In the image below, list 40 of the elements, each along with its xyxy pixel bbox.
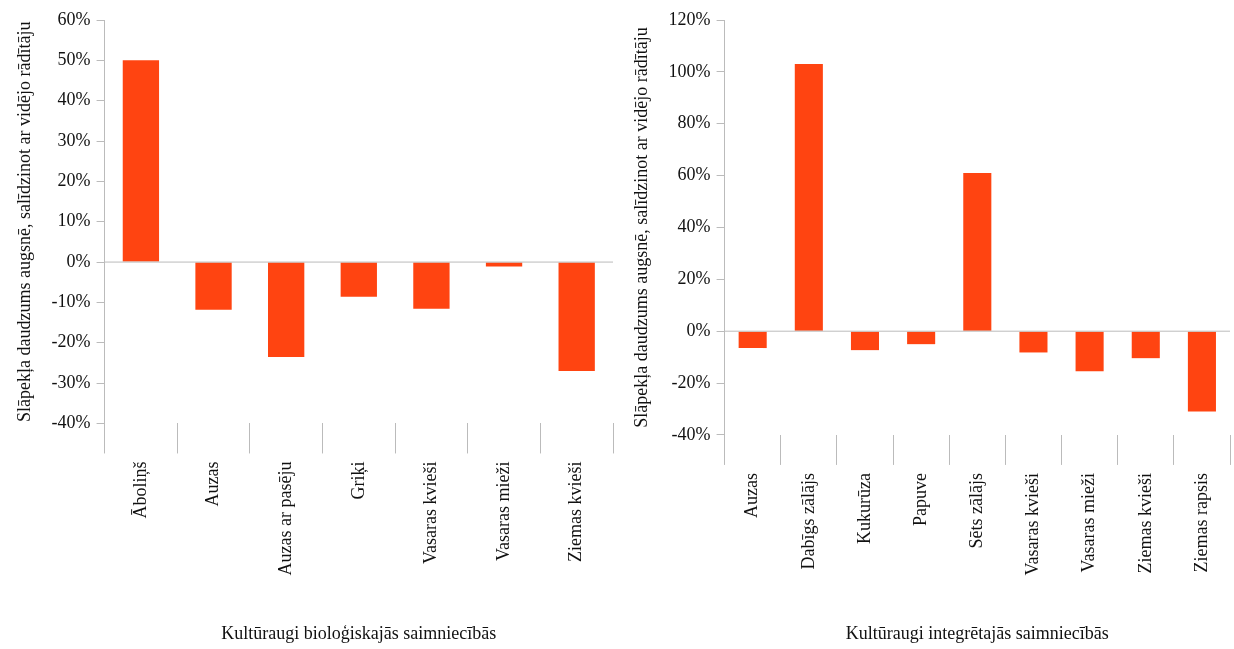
y-tick-label: 10% (57, 210, 91, 231)
y-tick-label: 30% (57, 129, 91, 150)
y-tick-label: 60% (677, 164, 711, 185)
y-axis-title: Slāpekļa daudzums augsnē, salīdzinot ar vidējo rādītāju (13, 21, 34, 422)
y-tick-label: 20% (57, 170, 91, 191)
x-tick-label: Āboliņš (129, 461, 150, 519)
x-axis-title: Kultūraugi integrētajās saimniecībās (845, 622, 1109, 643)
x-tick-label: Auzas (202, 461, 223, 507)
x-tick-label: Vasaras kvieši (420, 461, 441, 564)
x-tick-label: Papuve (909, 472, 930, 526)
y-tick-label: 50% (57, 49, 91, 70)
x-tick-label: Griķi (347, 461, 368, 500)
y-tick-label: 60% (57, 8, 91, 29)
y-tick-label: -40% (671, 423, 711, 444)
y-tick-label: 40% (677, 216, 711, 237)
x-tick-label: Vasaras mieži (1078, 472, 1099, 573)
x-tick-label: Auzas ar pasēju (274, 461, 295, 576)
y-tick-label: -20% (51, 331, 91, 352)
x-tick-label: Dabīgs zālājs (797, 472, 818, 570)
y-tick-label: -40% (51, 412, 91, 433)
x-tick-label: Ziemas kvieši (565, 461, 586, 562)
x-tick-label: Ziemas kvieši (1134, 472, 1155, 574)
y-tick-label: -10% (51, 291, 91, 312)
y-tick-label: 0% (66, 250, 91, 271)
y-axis-title: Slāpekļa daudzums augsnē, salīdzinot ar vidējo rādītāju (630, 27, 651, 428)
x-tick-label: Auzas (741, 472, 762, 518)
y-tick-label: 0% (686, 319, 711, 340)
x-tick-label: Sēts zālājs (966, 472, 987, 549)
x-tick-label: Ziemas rapsis (1190, 472, 1211, 573)
x-tick-label: Vasaras kvieši (1022, 472, 1043, 576)
x-tick-label: Kukurūza (853, 472, 874, 544)
y-tick-label: -30% (51, 371, 91, 392)
y-tick-label: 80% (677, 112, 711, 133)
y-tick-label: 100% (668, 60, 711, 81)
y-tick-label: 120% (668, 8, 711, 29)
x-axis-title: Kultūraugi bioloģiskajās saimniecībās (221, 622, 497, 643)
y-tick-label: 40% (57, 89, 91, 110)
x-tick-label: Vasaras mieži (492, 461, 513, 561)
y-tick-label: -20% (671, 371, 711, 392)
y-tick-label: 20% (677, 268, 711, 289)
